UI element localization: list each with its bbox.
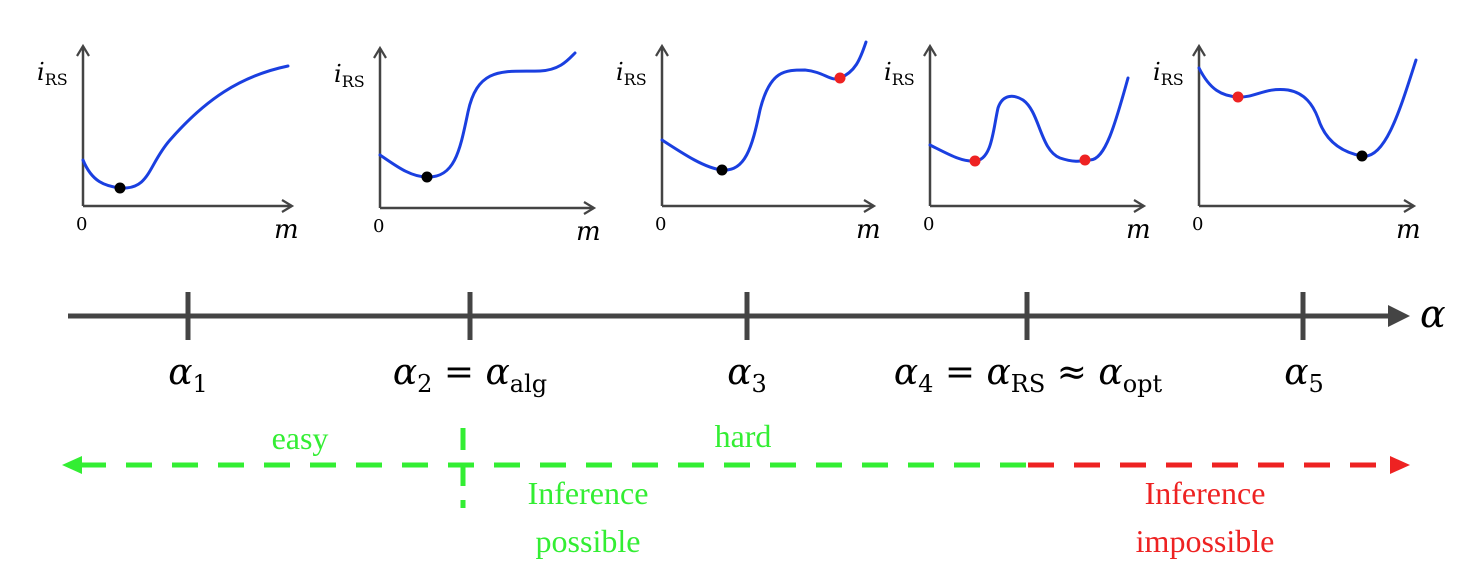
tick-label-alpha5: α5 [1284, 352, 1324, 398]
panel-1-origin-label: 0 [76, 214, 87, 235]
panel-3-curve [660, 40, 868, 172]
panel-2-origin-label: 0 [373, 216, 384, 237]
panel-1-x-label: m [274, 215, 299, 245]
panel-2-global-minimum-point [421, 171, 433, 183]
panel-1-global-minimum-point [114, 182, 126, 194]
tick-label-alpha2: α2 = αalg [393, 352, 547, 398]
panel-2-x-label: m [576, 217, 601, 247]
tick-label-alpha4: α4 = αRS ≈ αopt [894, 352, 1163, 398]
alpha-axis-arrowhead [1388, 305, 1410, 327]
panel-5-local-minimum-point [1232, 91, 1244, 103]
panel-3-origin-label: 0 [655, 214, 666, 235]
regions: easy hard Inference possible Inference i… [62, 418, 1410, 559]
inference-possible-line1: Inference [528, 475, 649, 511]
green-left-arrowhead [62, 456, 82, 474]
panel-1-curve [81, 64, 290, 190]
panel-3-x-label: m [856, 215, 881, 245]
easy-label: easy [272, 420, 329, 456]
inference-impossible-line2: impossible [1136, 523, 1275, 559]
alpha-axis: α [68, 292, 1446, 340]
alpha-ticks [185, 292, 1306, 340]
inference-impossible-line1: Inference [1145, 475, 1266, 511]
panel-3-y-label: iRS [616, 58, 647, 89]
panel-5-origin-label: 0 [1192, 214, 1203, 235]
panel-3: iRS 0 m [616, 40, 881, 245]
panel-4-curve [928, 76, 1130, 163]
panel-1-y-label: iRS [37, 58, 68, 89]
panel-5-x-label: m [1396, 215, 1421, 245]
panel-2-y-label: iRS [334, 60, 365, 91]
tick-labels: α1 α2 = αalg α3 α4 = αRS ≈ αopt α5 [168, 352, 1324, 398]
red-right-arrowhead [1390, 456, 1410, 474]
panel-5-global-minimum-point [1356, 150, 1368, 162]
tick-label-alpha3: α3 [727, 352, 767, 398]
panel-5-y-label: iRS [1153, 58, 1184, 89]
inference-possible-line2: possible [536, 523, 641, 559]
panel-5: iRS 0 m [1153, 43, 1421, 245]
panel-4-origin-label: 0 [923, 214, 934, 235]
panel-1: iRS 0 m [37, 43, 299, 245]
alpha-axis-label: α [1420, 292, 1446, 336]
free-energy-panels: iRS 0 m iRS 0 m iRS 0 m iRS 0 m iRS 0 m [37, 40, 1421, 247]
panel-4-y-label: iRS [884, 58, 915, 89]
panel-4-x-label: m [1126, 215, 1151, 245]
panel-2: iRS 0 m [334, 45, 601, 247]
tick-label-alpha1: α1 [168, 352, 208, 398]
panel-3-local-minimum-point [834, 72, 846, 84]
panel-3-global-minimum-point [716, 164, 728, 176]
panel-5-curve [1197, 58, 1418, 158]
panel-4-local-minimum-point [969, 155, 981, 167]
panel-4-local-minimum-point [1079, 154, 1091, 166]
panel-4: iRS 0 m [884, 43, 1151, 245]
hard-label: hard [715, 418, 772, 454]
panel-2-curve [378, 51, 577, 179]
